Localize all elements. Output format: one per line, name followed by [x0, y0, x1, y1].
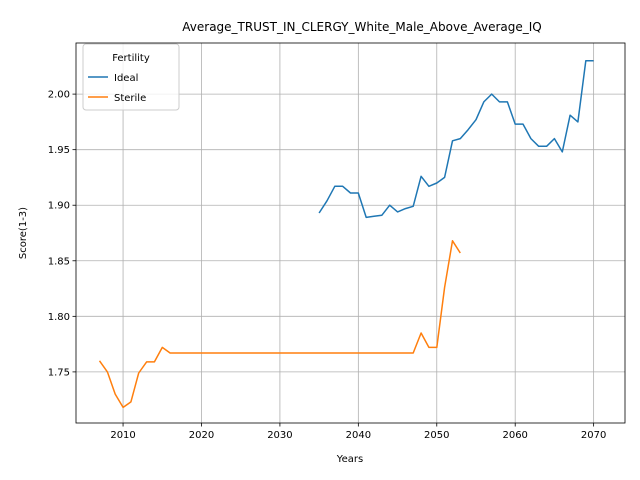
- legend-box: [82, 43, 180, 111]
- legend: Fertility Ideal Sterile: [82, 43, 180, 111]
- legend-entry-sterile: Sterile: [114, 93, 146, 104]
- x-tick-label: 2030: [267, 430, 292, 441]
- x-tick-label: 2070: [581, 430, 606, 441]
- legend-entry-ideal: Ideal: [114, 73, 138, 84]
- y-tick-label: 1.90: [48, 201, 70, 212]
- series-lines: [98, 60, 594, 409]
- x-axis-ticks: 2010 2020 2030 2040 2050 2060 2070: [110, 423, 606, 441]
- x-tick-label: 2060: [502, 430, 527, 441]
- plot-frame: [75, 42, 626, 424]
- series-line-ideal: [318, 60, 594, 219]
- y-tick-label: 1.80: [48, 312, 70, 323]
- series-line-sterile: [98, 240, 461, 409]
- x-tick-label: 2040: [346, 430, 371, 441]
- x-axis-label: Years: [336, 454, 363, 465]
- y-tick-label: 2.00: [48, 90, 70, 101]
- y-tick-label: 1.75: [48, 367, 70, 378]
- y-tick-label: 1.95: [48, 145, 70, 156]
- y-axis-label: Score(1-3): [18, 207, 29, 259]
- x-tick-label: 2050: [424, 430, 449, 441]
- x-tick-label: 2020: [189, 430, 214, 441]
- chart-title: Average_TRUST_IN_CLERGY_White_Male_Above…: [182, 20, 541, 34]
- y-axis-ticks: 1.75 1.80 1.85 1.90 1.95 2.00: [48, 90, 76, 378]
- legend-title: Fertility: [112, 53, 150, 64]
- x-tick-label: 2010: [110, 430, 135, 441]
- gridlines: [76, 43, 625, 423]
- y-tick-label: 1.85: [48, 256, 70, 267]
